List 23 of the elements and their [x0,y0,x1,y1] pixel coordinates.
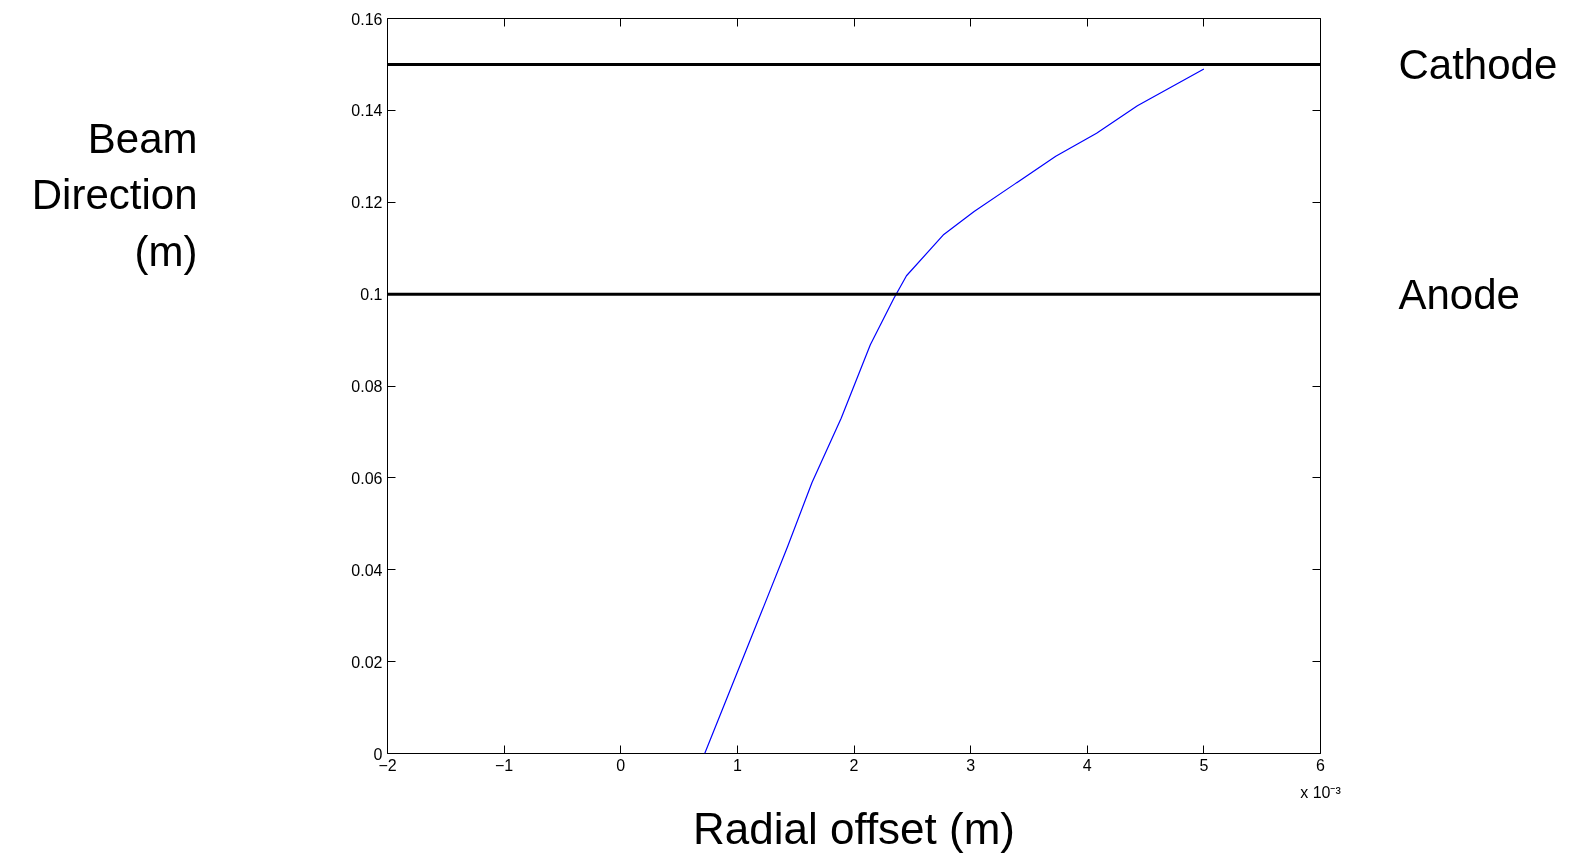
x-tick-label: 3 [966,756,976,774]
y-tick-label: 0.08 [351,378,383,395]
x-tick-label: 6 [1316,756,1326,774]
x-tick-label: 0 [616,756,626,774]
ref-line-label: Anode [1398,270,1520,318]
y-tick-label: 0.02 [351,653,383,671]
text: Beam Direction (m) [31,115,198,275]
x-tick-label: 2 [849,756,859,774]
y-tick-label: 0.04 [351,561,383,579]
text: x 10⁻³ [1300,783,1342,801]
x-tick-label: 1 [732,756,742,774]
x-tick-label: 4 [1082,756,1092,774]
line-series [704,68,1205,754]
x-tick-label: 5 [1199,756,1209,774]
y-tick-label: 0.14 [351,102,383,120]
y-tick-label: 0.12 [351,194,383,212]
y-tick-label: 0.1 [360,286,383,304]
y-tick-label: 0 [373,745,383,763]
y-tick-label: 0.16 [351,10,383,28]
ref-line-label: Cathode [1398,40,1558,88]
x-tick-label: −1 [495,756,514,774]
x-axis-title: Radial offset (m) [693,803,1015,853]
y-tick-label: 0.06 [351,469,383,487]
